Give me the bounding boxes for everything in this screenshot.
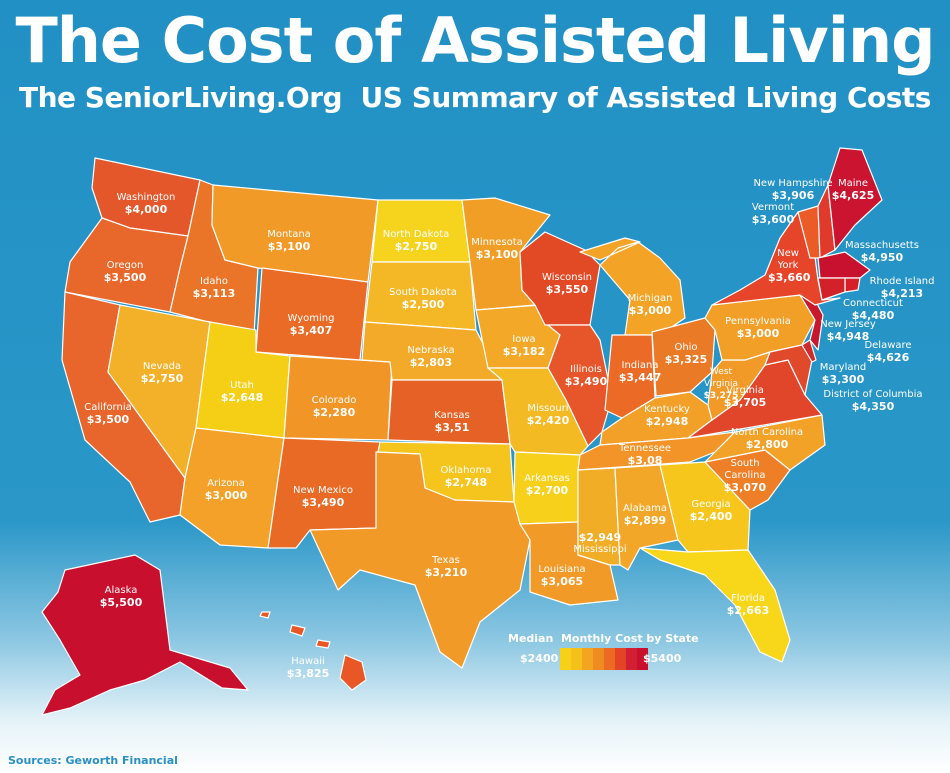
legend-swatch xyxy=(571,648,582,670)
legend-swatch xyxy=(593,648,604,670)
legend-swatch xyxy=(604,648,615,670)
label-vermont: Vermont $3,600 xyxy=(751,202,795,226)
state-florida[interactable] xyxy=(639,547,791,663)
label-new-mexico: New Mexico $3,490 xyxy=(293,485,353,509)
label-ohio: Ohio $3,325 xyxy=(664,342,708,366)
legend-swatch xyxy=(615,648,626,670)
state-michigan[interactable] xyxy=(579,237,686,336)
state-texas[interactable] xyxy=(309,451,531,669)
label-indiana: Indiana $3,447 xyxy=(618,360,662,384)
state-rhode-island[interactable] xyxy=(844,277,861,293)
label-wyoming: Wyoming $3,407 xyxy=(287,313,335,337)
state-north-carolina[interactable] xyxy=(704,414,826,471)
label-massachusetts: Massachusetts $4,950 xyxy=(845,240,919,264)
legend-swatch xyxy=(637,648,648,670)
label-south-carolina: South Carolina $3,070 xyxy=(723,458,767,494)
label-illinois: Illinois $3,490 xyxy=(564,364,608,388)
state-hawaii[interactable] xyxy=(259,611,367,691)
state-connecticut[interactable] xyxy=(817,277,846,301)
label-new-hampshire: New Hampshire $3,906 xyxy=(753,178,833,202)
label-california: California $3,500 xyxy=(84,402,132,426)
label-oregon: Oregon $3,500 xyxy=(103,260,147,284)
label-iowa: Iowa $3,182 xyxy=(502,334,546,358)
state-delaware[interactable] xyxy=(801,339,817,363)
label-alabama: Alabama $2,899 xyxy=(622,503,668,527)
label-utah: Utah $2,648 xyxy=(220,380,264,404)
legend-color-scale xyxy=(560,648,648,670)
label-washington: Washington $4,000 xyxy=(116,192,176,216)
legend-low-label: $2400 xyxy=(520,652,559,665)
label-montana: Montana $3,100 xyxy=(267,229,311,253)
page-title: The Cost of Assisted Living xyxy=(15,4,936,77)
label-minnesota: Minnesota $3,100 xyxy=(471,237,523,261)
state-illinois[interactable] xyxy=(547,324,613,447)
label-tennessee: Tennessee $3,08 xyxy=(618,443,672,467)
label-alaska: Alaska $5,500 xyxy=(99,585,143,609)
label-kansas: Kansas $3,51 xyxy=(434,410,470,434)
state-maine[interactable] xyxy=(827,147,883,251)
state-alaska[interactable] xyxy=(41,554,249,716)
label-texas: Texas $3,210 xyxy=(424,555,468,579)
label-north-dakota: North Dakota $2,750 xyxy=(382,229,450,253)
label-south-dakota: South Dakota $2,500 xyxy=(389,287,457,311)
label-hawaii: Hawaii $3,825 xyxy=(286,656,330,680)
source-credit: Sources: Geworth Financial xyxy=(8,754,178,767)
label-maryland: Maryland $3,300 xyxy=(819,362,867,386)
label-virginia: Virginia $3,705 xyxy=(723,385,767,409)
label-maine: Maine $4,625 xyxy=(831,178,875,202)
legend-high-label: $5400 xyxy=(643,652,682,665)
label-georgia: Georgia $2,400 xyxy=(689,499,733,523)
label-colorado: Colorado $2,280 xyxy=(311,395,357,419)
page-subtitle: The SeniorLiving.Org US Summary of Assis… xyxy=(19,81,931,114)
label-idaho: Idaho $3,113 xyxy=(192,276,236,300)
legend-swatch xyxy=(626,648,637,670)
label-oklahoma: Oklahoma $2,748 xyxy=(440,465,492,489)
label-nevada: Nevada $2,750 xyxy=(140,361,184,385)
label-nebraska: Nebraska $2,803 xyxy=(407,345,455,369)
state-massachusetts[interactable] xyxy=(817,251,871,279)
label-michigan: Michigan $3,000 xyxy=(627,293,673,317)
legend-title: Median Monthly Cost by State xyxy=(508,632,699,645)
label-kentucky: Kentucky $2,948 xyxy=(644,404,690,428)
label-new-jersey: New Jersey $4,948 xyxy=(820,319,876,343)
label-missouri: Missouri $2,420 xyxy=(526,403,570,427)
label-west-virginia: West Virginia $3,275 xyxy=(703,367,739,401)
label-arizona: Arizona $3,000 xyxy=(204,478,248,502)
label-pennsylvania: Pennsylvania $3,000 xyxy=(725,316,791,340)
label-new-york: New York $3,660 xyxy=(768,248,811,284)
label-mississippi: $2,949 Mississippi xyxy=(573,531,627,556)
label-rhode-island: Rhode Island $4,213 xyxy=(869,276,935,300)
label-district-of-columbia: District of Columbia $4,350 xyxy=(823,389,923,413)
label-louisiana: Louisiana $3,065 xyxy=(538,564,586,588)
label-connecticut: Connecticut $4,480 xyxy=(843,298,903,322)
legend-swatch xyxy=(560,648,571,670)
label-delaware: Delaware $4,626 xyxy=(864,340,912,364)
label-wisconsin: Wisconsin $3,550 xyxy=(542,272,592,296)
legend-swatch xyxy=(582,648,593,670)
label-north-carolina: North Carolina $2,800 xyxy=(730,427,804,451)
label-arkansas: Arkansas $2,700 xyxy=(524,473,570,497)
state-mississippi[interactable] xyxy=(577,467,621,566)
label-florida: Florida $2,663 xyxy=(726,593,770,617)
